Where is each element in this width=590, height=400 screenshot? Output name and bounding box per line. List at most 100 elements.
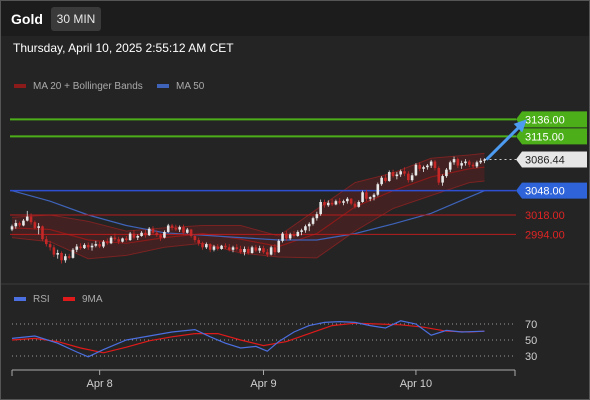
- candle-body: [41, 226, 44, 240]
- candle-body: [22, 220, 25, 226]
- candle-body: [147, 228, 151, 236]
- candle-body: [250, 247, 254, 253]
- candle-body: [437, 168, 441, 183]
- candle-body: [224, 245, 227, 248]
- projection-arrow-head: [513, 119, 527, 133]
- candle-body: [483, 159, 486, 161]
- candle-body: [323, 202, 326, 206]
- candle-body: [128, 233, 132, 241]
- candle-body: [372, 194, 376, 198]
- candle-body: [300, 230, 303, 232]
- candle-body: [273, 247, 277, 253]
- legend-ma20-label: MA 20 + Bollinger Bands: [33, 81, 143, 92]
- candle-body: [479, 160, 483, 163]
- candle-body: [311, 218, 315, 224]
- candle-body: [220, 245, 223, 249]
- level-label-3048.00: 3048.00: [525, 186, 565, 198]
- timeframe-button[interactable]: 30 MIN: [51, 7, 101, 31]
- candle-body: [163, 231, 166, 238]
- candle-body: [391, 172, 395, 177]
- candle-body: [456, 159, 460, 166]
- candle-body: [277, 240, 281, 253]
- bollinger-band: [12, 153, 485, 259]
- candle-body: [71, 249, 75, 258]
- candle-body: [315, 214, 319, 219]
- candle-body: [212, 246, 216, 250]
- projection-arrow-shaft: [485, 122, 524, 161]
- candle-body: [144, 232, 147, 236]
- bollinger-lower: [11, 180, 485, 260]
- candle-body: [387, 172, 391, 181]
- candle-body: [10, 226, 14, 230]
- candle-body: [166, 225, 170, 232]
- candle-body: [266, 252, 269, 255]
- candle-body: [67, 256, 71, 258]
- candle-body: [376, 184, 380, 195]
- candle-body: [48, 244, 52, 248]
- legend-9ma-swatch: [63, 297, 75, 302]
- candle-body: [189, 229, 193, 236]
- chart-datetime: Thursday, April 10, 2025 2:55:12 AM CET: [13, 41, 234, 55]
- rsi-tick-label-30: 30: [525, 351, 537, 363]
- candle-body: [414, 164, 418, 176]
- candle-body: [361, 192, 364, 202]
- candle-body: [353, 203, 357, 207]
- level-tag-3136.00: [516, 111, 587, 128]
- candle-body: [258, 248, 261, 251]
- candle-body: [426, 165, 429, 168]
- candle-body: [281, 233, 284, 241]
- candle-body: [441, 176, 444, 183]
- candle-body: [117, 239, 120, 242]
- candle-body: [94, 244, 98, 246]
- candle-body: [18, 223, 21, 226]
- candle-body: [208, 244, 212, 250]
- candle-body: [113, 237, 117, 240]
- candle-body: [292, 234, 296, 236]
- candle-body: [346, 198, 349, 202]
- candle-body: [410, 175, 414, 181]
- candle-body: [86, 244, 90, 248]
- rsi-tick-label-70: 70: [525, 319, 537, 331]
- legend-ma50-label: MA 50: [176, 81, 205, 92]
- candle-body: [37, 226, 40, 228]
- candle-body: [342, 201, 345, 203]
- candle-body: [395, 174, 399, 177]
- candle-body: [182, 227, 185, 233]
- candle-body: [60, 253, 63, 261]
- candle-body: [429, 161, 433, 166]
- candle-body: [178, 227, 181, 230]
- candle-body: [452, 159, 456, 163]
- legend-ma20-swatch: [14, 84, 26, 89]
- candle-body: [83, 244, 86, 249]
- candle-body: [185, 229, 189, 233]
- candle-body: [102, 241, 105, 247]
- legend-ma20: MA 20 + Bollinger Bands: [14, 81, 143, 92]
- candle-body: [52, 247, 56, 255]
- candle-body: [246, 248, 250, 253]
- candle-body: [159, 235, 162, 238]
- candle-body: [330, 202, 334, 205]
- bollinger-upper: [11, 152, 485, 237]
- candle-body: [254, 247, 258, 251]
- candle-body: [433, 161, 437, 168]
- level-label-3018.00: 3018.00: [525, 210, 565, 222]
- candle-body: [205, 244, 208, 248]
- candle-body: [380, 177, 383, 185]
- candle-body: [216, 246, 220, 249]
- candle-body: [90, 245, 94, 248]
- candle-body: [464, 161, 467, 164]
- rsi-9ma-line: [11, 322, 485, 354]
- level-label-3086.44: 3086.44: [525, 155, 565, 167]
- candle-body: [349, 198, 353, 204]
- candle-body: [109, 237, 113, 244]
- candle-body: [155, 232, 159, 236]
- candle-body: [288, 234, 292, 239]
- candle-body: [445, 169, 448, 177]
- candle-body: [471, 164, 475, 167]
- candle-body: [193, 236, 197, 241]
- candle-body: [75, 246, 79, 250]
- candle-body: [14, 223, 18, 227]
- candle-body: [334, 201, 338, 205]
- candle-body: [227, 247, 231, 250]
